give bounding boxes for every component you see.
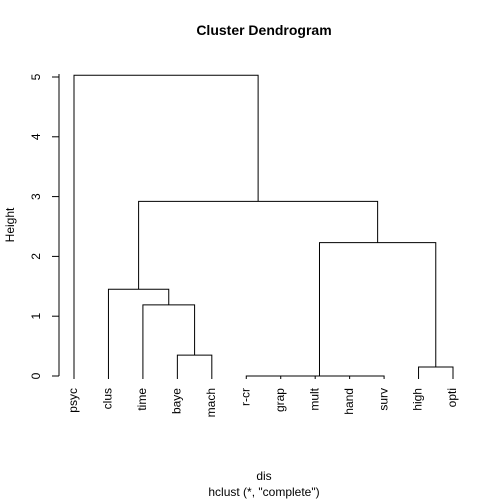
y-tick-label-5: 5 [29, 73, 43, 80]
merge-6-branch [176, 354, 213, 379]
merge-5-branch [418, 366, 454, 379]
leaf-label-r-cr: r-cr [238, 388, 252, 406]
leaf-label-high: high [411, 388, 425, 411]
y-tick-label-3: 3 [29, 193, 43, 200]
chart-title: Cluster Dendrogram [196, 22, 331, 38]
y-axis-label: Height [3, 207, 17, 242]
merge-10-branch [138, 200, 379, 290]
leaf-label-hand: hand [342, 388, 356, 415]
y-tick-label-2: 2 [29, 253, 43, 260]
x-axis-label: dis [256, 469, 271, 483]
y-tick-label-4: 4 [29, 133, 43, 140]
leaf-label-psyc: psyc [66, 388, 80, 413]
y-axis: 0 1 2 3 4 5 [29, 73, 60, 379]
leaf-label-mach: mach [204, 388, 218, 417]
merge-9-branch [318, 242, 437, 376]
leaf-labels: psyc clus time baye mach r-cr grap mult hand surv… [66, 387, 459, 417]
merge-11-branch [73, 74, 259, 379]
merge-8-branch [107, 288, 170, 379]
dendrogram-branches [73, 74, 454, 379]
leaf-label-mult: mult [307, 387, 321, 410]
leaf-label-opti: opti [445, 388, 459, 407]
leaf-label-grap: grap [273, 388, 287, 412]
method-sublabel: hclust (*, "complete") [208, 485, 319, 499]
leaf-label-clus: clus [101, 388, 115, 409]
y-tick-label-1: 1 [29, 313, 43, 320]
leaf-label-surv: surv [376, 388, 390, 411]
y-tick-label-0: 0 [29, 372, 43, 379]
merge-7-branch [142, 304, 196, 379]
leaf-label-time: time [135, 388, 149, 411]
leaf-label-baye: baye [170, 388, 184, 414]
